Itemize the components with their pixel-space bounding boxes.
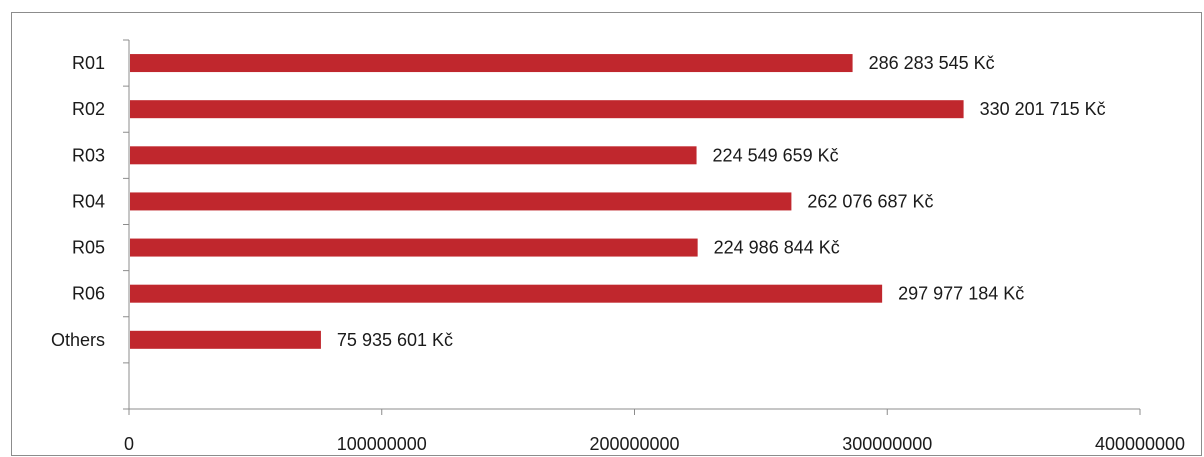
category-label-r01: R01 (72, 53, 105, 73)
bar-r04 (130, 192, 792, 211)
x-tick-label-0: 0 (124, 434, 134, 454)
category-label-r04: R04 (72, 191, 105, 211)
bars-layer (130, 54, 964, 349)
category-label-r03: R03 (72, 145, 105, 165)
x-tick-label-1: 100000000 (337, 434, 427, 454)
category-label-others: Others (51, 330, 105, 350)
bar-r02 (130, 100, 964, 119)
chart-frame (11, 12, 1202, 456)
bar-others (130, 330, 321, 349)
x-tick-label-4: 400000000 (1095, 434, 1185, 454)
data-label-r04: 262 076 687 Kč (807, 191, 933, 211)
data-label-r06: 297 977 184 Kč (898, 284, 1024, 304)
category-label-r05: R05 (72, 238, 105, 258)
axis-layer (123, 39, 1141, 415)
category-label-r02: R02 (72, 99, 105, 119)
data-label-others: 75 935 601 Kč (337, 330, 453, 350)
data-label-r01: 286 283 545 Kč (869, 53, 995, 73)
labels-layer: R01 286 283 545 Kč R02 330 201 715 Kč R03 224… (51, 53, 1185, 454)
bar-r06 (130, 284, 883, 303)
data-label-r02: 330 201 715 Kč (980, 99, 1106, 119)
x-tick-label-2: 200000000 (589, 434, 679, 454)
bar-r05 (130, 238, 698, 257)
bar-r01 (130, 54, 853, 73)
data-label-r05: 224 986 844 Kč (714, 238, 840, 258)
data-label-r03: 224 549 659 Kč (713, 145, 839, 165)
bar-r03 (130, 146, 697, 165)
category-label-r06: R06 (72, 284, 105, 304)
x-tick-label-3: 300000000 (842, 434, 932, 454)
